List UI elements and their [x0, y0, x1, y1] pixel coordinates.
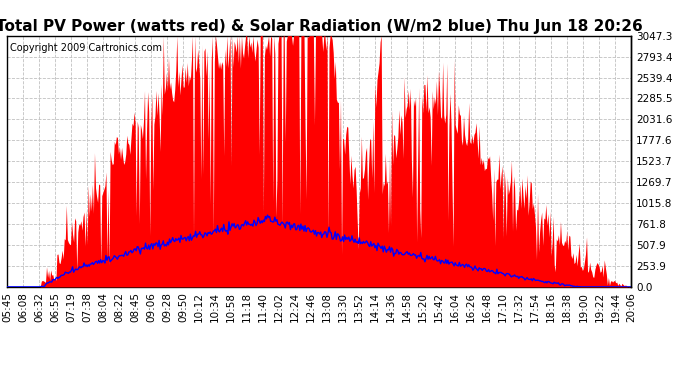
Title: Total PV Power (watts red) & Solar Radiation (W/m2 blue) Thu Jun 18 20:26: Total PV Power (watts red) & Solar Radia… — [0, 20, 642, 34]
Text: Copyright 2009 Cartronics.com: Copyright 2009 Cartronics.com — [10, 43, 162, 53]
